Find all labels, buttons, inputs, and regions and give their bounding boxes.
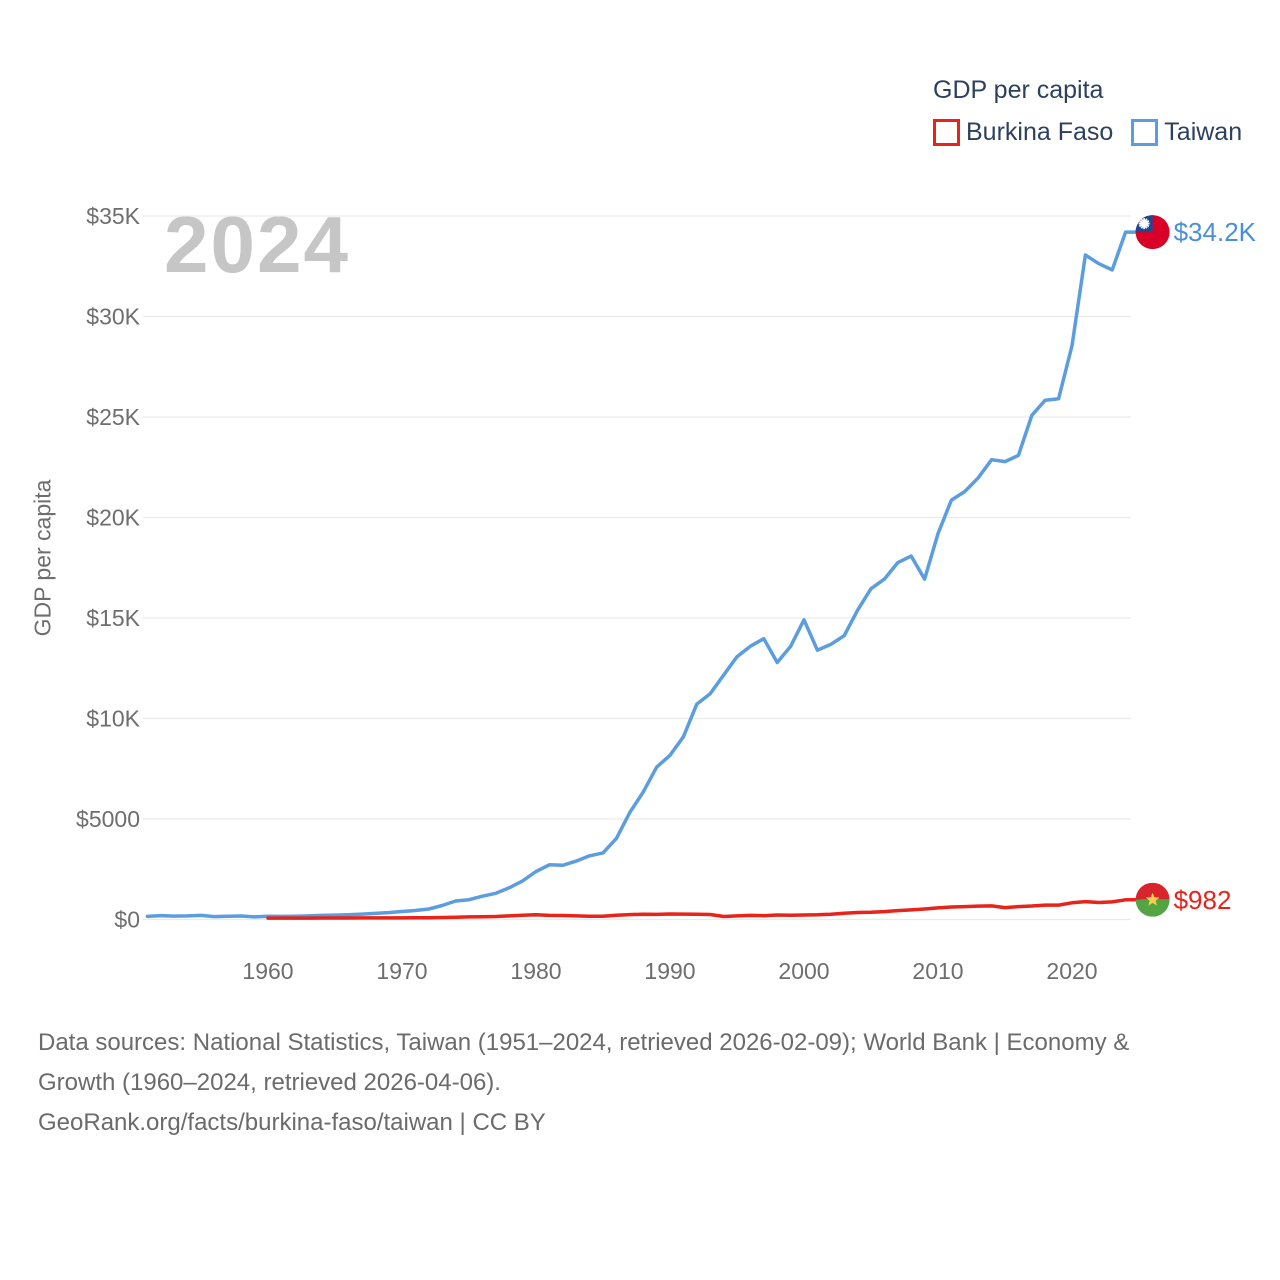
end-value-label-taiwan: $34.2K xyxy=(1174,217,1257,247)
x-tick-label: 1970 xyxy=(376,958,427,984)
burkina-faso-swatch-icon xyxy=(933,119,960,146)
series-line-taiwan xyxy=(145,230,1141,919)
legend-item-burkina-faso[interactable]: Burkina Faso xyxy=(933,118,1113,147)
x-tick-label: 1990 xyxy=(644,958,695,984)
x-tick-label: 2010 xyxy=(912,958,963,984)
legend-item-label: Burkina Faso xyxy=(966,118,1114,146)
y-tick-label: $5000 xyxy=(76,806,140,832)
taiwan-flag-icon xyxy=(1135,215,1170,250)
y-tick-label: $0 xyxy=(114,907,140,933)
y-tick-label: $30K xyxy=(86,304,140,330)
footer-line-3: GeoRank.org/facts/burkina-faso/taiwan | … xyxy=(38,1109,546,1136)
footer-line-2: Growth (1960–2024, retrieved 2026-04-06)… xyxy=(38,1069,501,1096)
x-tick-label: 1960 xyxy=(242,958,293,984)
legend-title: GDP per capita xyxy=(933,76,1104,104)
x-tick-label: 1980 xyxy=(510,958,561,984)
legend-item-taiwan[interactable]: Taiwan xyxy=(1131,118,1242,147)
x-tick-label: 2020 xyxy=(1046,958,1097,984)
star-icon xyxy=(1145,892,1160,906)
y-tick-label: $25K xyxy=(86,404,140,430)
legend-items: Burkina Faso Taiwan xyxy=(933,118,1242,147)
chart-legend: GDP per capita Burkina Faso Taiwan xyxy=(933,76,1242,147)
sun-icon xyxy=(1138,218,1150,230)
y-tick-label: $20K xyxy=(86,505,140,531)
y-tick-label: $35K xyxy=(86,203,140,229)
y-tick-label: $15K xyxy=(86,605,140,631)
burkina-faso-flag-icon xyxy=(1135,882,1170,917)
x-tick-label: 2000 xyxy=(778,958,829,984)
footer-line-1: Data sources: National Statistics, Taiwa… xyxy=(38,1029,1130,1056)
legend-item-label: Taiwan xyxy=(1164,118,1243,146)
series-line-burkina-faso xyxy=(266,898,1141,920)
data-sources-footer: Data sources: National Statistics, Taiwa… xyxy=(38,1023,1129,1143)
end-value-label-burkina-faso: $982 xyxy=(1174,885,1232,915)
y-tick-label: $10K xyxy=(86,706,140,732)
taiwan-swatch-icon xyxy=(1131,119,1159,146)
